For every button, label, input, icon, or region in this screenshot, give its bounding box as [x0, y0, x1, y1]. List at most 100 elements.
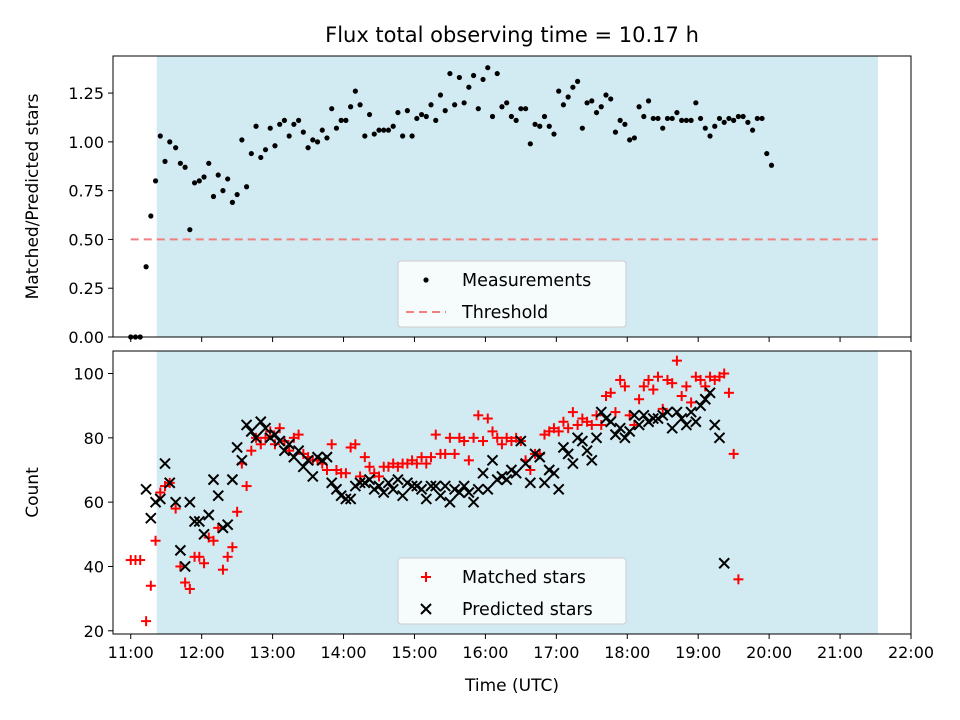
- matched-star-point: [463, 455, 474, 466]
- matched-star-point: [591, 410, 602, 421]
- predicted-star-point: [453, 486, 466, 499]
- predicted-star-point: [145, 512, 157, 524]
- predicted-star-point: [184, 496, 196, 508]
- matched-star-point: [686, 397, 697, 408]
- predicted-star-point: [198, 528, 210, 541]
- predicted-star-point: [231, 441, 243, 454]
- measurement-point: [513, 117, 519, 123]
- measurement-point: [239, 137, 245, 143]
- measurement-point: [305, 145, 311, 151]
- matched-star-point: [199, 558, 210, 569]
- measurement-point: [343, 117, 349, 123]
- predicted-star-point: [638, 409, 650, 422]
- y-tick-label: 1.25: [68, 84, 104, 103]
- measurement-point: [556, 88, 562, 94]
- matched-star-point: [155, 487, 166, 498]
- matched-star-point: [558, 416, 569, 427]
- measurement-point: [362, 133, 368, 139]
- y-tick-label: 80: [84, 429, 104, 448]
- measurement-point: [764, 150, 770, 157]
- measurement-point: [187, 227, 193, 233]
- measurement-point: [357, 102, 363, 108]
- matched-star-point: [355, 471, 366, 482]
- x-tick-label: 17:00: [533, 643, 579, 662]
- predicted-star-point: [396, 490, 409, 502]
- measurement-point: [143, 264, 149, 270]
- matched-star-point: [340, 468, 351, 479]
- measurement-point: [272, 143, 278, 149]
- measurement-point: [508, 113, 515, 120]
- matched-star-point: [293, 429, 304, 440]
- matched-star-point: [274, 423, 285, 434]
- x-tick-label: 14:00: [320, 643, 366, 662]
- matched-star-point: [676, 391, 687, 402]
- measurement-point: [210, 193, 217, 200]
- x-tick-label: 18:00: [604, 643, 650, 662]
- measurement-point: [697, 115, 704, 122]
- predicted-star-point: [259, 422, 272, 434]
- measurement-point: [437, 92, 444, 98]
- matched-star-point: [719, 368, 730, 379]
- matched-star-point: [695, 374, 706, 385]
- measurement-point: [532, 121, 538, 127]
- measurement-point: [348, 104, 354, 110]
- predicted-star-point: [307, 470, 319, 483]
- predicted-star-point: [203, 509, 215, 521]
- matched-star-point: [478, 436, 489, 447]
- measurement-point: [157, 133, 163, 139]
- predicted-star-point: [387, 483, 399, 495]
- measurement-point: [537, 123, 543, 129]
- predicted-star-point: [273, 435, 286, 447]
- measurement-point: [749, 127, 756, 133]
- x-tick-label: 13:00: [250, 643, 296, 662]
- predicted-star-point: [288, 451, 300, 463]
- matched-star-point: [733, 574, 744, 585]
- legend-box: [397, 557, 627, 625]
- measurement-point: [191, 180, 198, 186]
- measurement-point: [300, 129, 306, 135]
- predicted-star-point: [444, 496, 456, 508]
- matched-star-point: [246, 445, 257, 456]
- matched-star-point: [657, 403, 668, 414]
- measurement-point: [688, 117, 694, 123]
- matched-star-point: [141, 616, 152, 627]
- predicted-star-point: [548, 467, 560, 479]
- measurement-point: [494, 70, 500, 77]
- matched-star-point: [184, 583, 195, 594]
- top-panel: 0.00 0.25 0.50 0.75 1.00 1.25 Matched/Predict…: [23, 55, 912, 347]
- predicted-star-point: [392, 473, 404, 486]
- measurement-point: [735, 113, 741, 120]
- measurement-point: [650, 115, 656, 122]
- predicted-star-point: [552, 483, 565, 495]
- matched-star-point: [421, 458, 432, 469]
- measurement-point: [215, 172, 221, 178]
- measurement-point: [475, 106, 481, 112]
- measurement-point: [152, 178, 159, 184]
- x-tick-label: 16:00: [462, 643, 508, 662]
- matched-star-point: [444, 432, 455, 443]
- matched-star-point: [459, 436, 470, 447]
- predicted-star-point: [482, 483, 494, 495]
- predicted-star-point: [292, 444, 305, 457]
- measurement-point: [319, 127, 325, 133]
- measurement-point: [627, 137, 633, 143]
- matched-star-point: [227, 542, 238, 553]
- predicted-star-point: [174, 544, 187, 557]
- predicted-star-point: [647, 412, 659, 425]
- measurement-point: [570, 84, 576, 90]
- measurement-point: [721, 119, 727, 125]
- measurement-point: [480, 76, 486, 83]
- measurement-point: [433, 117, 439, 123]
- matched-star-point: [232, 506, 243, 517]
- matched-star-point: [723, 387, 734, 398]
- x-tick-label: 12:00: [179, 643, 225, 662]
- legend-matched-swatch: [421, 572, 431, 582]
- predicted-star-point: [179, 560, 191, 573]
- measurement-point: [177, 160, 183, 166]
- predicted-star-point: [378, 486, 390, 499]
- matched-star-point: [135, 555, 146, 566]
- x-axis-label: Time (UTC): [464, 676, 559, 696]
- matched-star-point: [634, 394, 645, 405]
- predicted-star-point: [207, 473, 220, 486]
